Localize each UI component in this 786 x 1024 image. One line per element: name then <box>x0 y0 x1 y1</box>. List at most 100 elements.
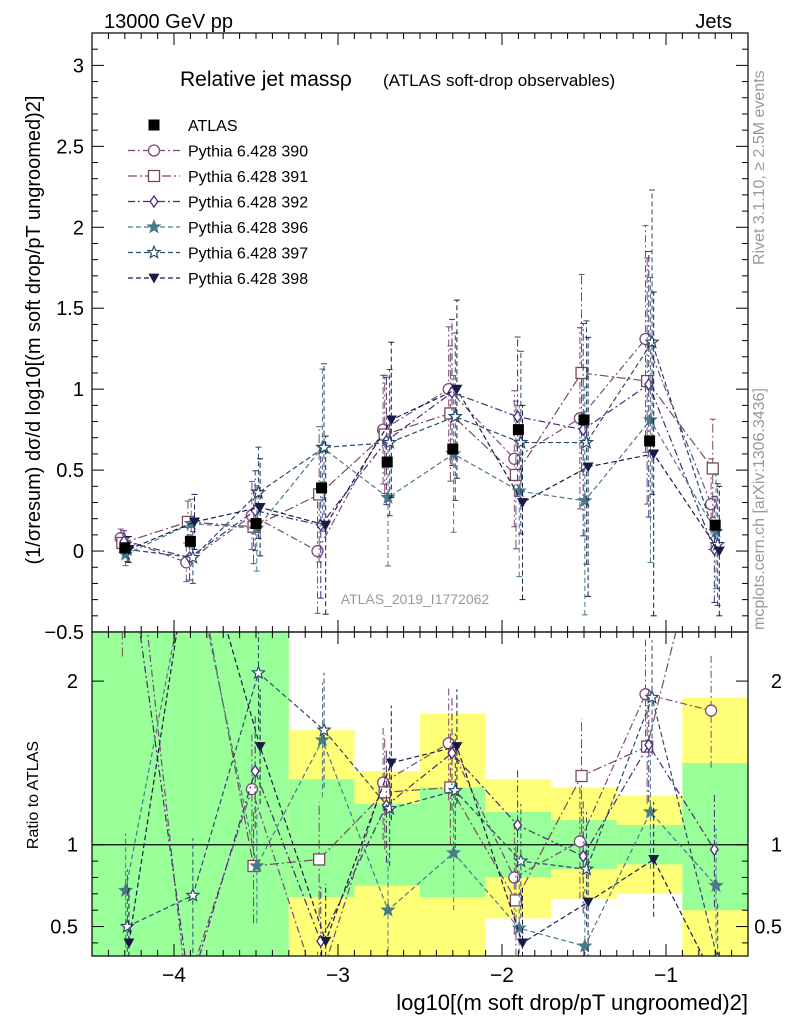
ratio-point-pythia-6-428-392 <box>644 738 654 752</box>
ratio-point-pythia-6-428-396 <box>577 938 593 953</box>
legend-marker <box>146 244 162 259</box>
y-tick-label-main: 1 <box>73 379 84 401</box>
ratio-point-pythia-6-428-391 <box>378 786 391 799</box>
uncertainty-band-green <box>92 632 142 956</box>
ratio-point-pythia-6-428-398 <box>320 936 332 947</box>
data-point-pythia-6-428-390 <box>508 452 521 465</box>
ratio-point-pythia-6-428-396 <box>708 877 724 893</box>
x-axis-label: log10[(m soft drop/pT ungroomed)2] <box>396 990 748 1015</box>
ratio-point-pythia-6-428-397 <box>644 689 660 704</box>
ratio-point-pythia-6-428-392 <box>512 818 523 832</box>
legend-marker <box>147 144 161 157</box>
side-label-rivet: Rivet 3.1.10, ≥ 2.5M events <box>751 70 768 265</box>
series-line-pythia-6-428-391 <box>122 372 714 544</box>
x-tick-label: −2 <box>490 964 514 987</box>
data-point-pythia-6-428-396 <box>642 411 658 427</box>
y-tick-label-ratio: 0.5 <box>50 917 78 939</box>
ratio-point-pythia-6-428-397 <box>578 861 595 876</box>
data-point-pythia-6-428-396 <box>577 492 593 508</box>
series-line-pythia-6-428-398 <box>128 388 720 552</box>
data-point-atlas <box>578 414 590 426</box>
ratio-point-pythia-6-428-390 <box>573 835 587 848</box>
chart-title: Relative jet massρ <box>180 68 352 91</box>
ratio-line-pythia-6-428-390 <box>146 632 712 956</box>
series-line-pythia-6-428-396 <box>125 418 717 555</box>
y-tick-label-main: 0.5 <box>56 460 84 482</box>
uncertainty-band-green <box>420 787 486 898</box>
y-tick-label-ratio-right: 2 <box>771 671 782 693</box>
data-point-pythia-6-428-397 <box>185 549 201 564</box>
data-point-atlas <box>381 456 393 468</box>
ratio-point-pythia-6-428-396 <box>380 902 396 917</box>
ratio-point-pythia-6-428-397 <box>715 951 720 956</box>
uncertainty-band-green <box>288 779 355 898</box>
ratio-line-pythia-6-428-397 <box>127 671 718 956</box>
y-tick-label-main: −0.5 <box>45 622 84 644</box>
legend: ATLAS Pythia 6.428 390 Pythia 6.428 391 Pyt… <box>128 118 308 288</box>
data-point-pythia-6-428-398 <box>582 462 594 473</box>
ratio-point-pythia-6-428-391 <box>117 594 128 605</box>
y-tick-label-main: 2 <box>73 217 84 239</box>
ratio-point-pythia-6-428-392 <box>578 849 588 863</box>
series-line-pythia-6-428-392 <box>123 383 715 559</box>
ratio-point-pythia-6-428-398 <box>582 897 594 908</box>
data-point-atlas <box>447 443 459 455</box>
ratio-panel <box>91 381 749 994</box>
ratio-point-pythia-6-428-391 <box>509 894 523 907</box>
ratio-line-pythia-6-428-398 <box>128 632 704 956</box>
data-point-pythia-6-428-397 <box>513 434 529 450</box>
y-tick-label-ratio: 1 <box>67 835 78 857</box>
ratio-point-pythia-6-428-392 <box>186 983 194 994</box>
data-point-atlas <box>644 435 656 447</box>
ratio-line-pythia-6-428-396 <box>125 632 717 947</box>
legend-marker <box>148 273 160 284</box>
ratio-point-pythia-6-428-390 <box>115 381 126 392</box>
y-axis-label-ratio: Ratio to ATLAS <box>25 741 42 849</box>
y-tick-label-main: 0 <box>73 541 84 563</box>
legend-entry: ATLAS <box>188 118 238 135</box>
data-point-pythia-6-428-398 <box>713 546 725 557</box>
ratio-point-pythia-6-428-391 <box>312 853 326 866</box>
legend-entry: Pythia 6.428 396 <box>188 220 308 237</box>
ratio-point-pythia-6-428-396 <box>118 882 134 898</box>
ratio-point-pythia-6-428-398 <box>517 938 528 949</box>
ratio-point-pythia-6-428-397 <box>382 800 398 816</box>
ratio-point-pythia-6-428-398 <box>648 855 660 865</box>
ratio-point-pythia-6-428-390 <box>704 704 718 717</box>
data-point-pythia-6-428-397 <box>447 408 463 424</box>
ratio-point-pythia-6-428-392 <box>120 512 128 523</box>
axis-labels: −4 −3 −2 −1 −0.5 0 0.5 1 1.5 2 2.5 3 0.5 0.5 1 1 2 2 (1/σr… <box>23 32 782 1015</box>
legend-marker <box>147 169 161 183</box>
ratio-point-pythia-6-428-398 <box>385 758 397 769</box>
ratio-point-pythia-6-428-397 <box>447 782 463 798</box>
ratio-point-pythia-6-428-396 <box>642 804 658 819</box>
data-point-pythia-6-428-391 <box>509 468 523 482</box>
ratio-point-pythia-6-428-397 <box>316 722 332 737</box>
legend-entry: Pythia 6.428 392 <box>188 195 308 212</box>
legend-entry: Pythia 6.428 390 <box>188 144 308 161</box>
ratio-point-pythia-6-428-396 <box>511 920 527 935</box>
ratio-line-pythia-6-428-391 <box>208 632 677 902</box>
side-label-mcplots: mcplots.cern.ch [arXiv:1306.3436] <box>751 388 768 630</box>
data-point-pythia-6-428-397 <box>382 434 398 450</box>
data-point-pythia-6-428-398 <box>648 449 660 460</box>
x-tick-label: −3 <box>326 964 350 987</box>
y-tick-label-ratio: 2 <box>67 671 78 693</box>
data-point-pythia-6-428-391 <box>706 462 719 475</box>
y-tick-label-ratio-right: 0.5 <box>754 917 782 939</box>
legend-marker <box>149 194 159 209</box>
header-left: 13000 GeV pp <box>104 11 233 33</box>
legend-entry: Pythia 6.428 398 <box>188 271 308 288</box>
data-point-pythia-6-428-390 <box>704 497 718 511</box>
legend-marker <box>146 219 162 234</box>
main-panel: Relative jet massρ (ATLAS soft-drop obser… <box>91 32 749 633</box>
ratio-line-pythia-6-428-392 <box>139 632 715 956</box>
ratio-point-pythia-6-428-397 <box>513 853 529 868</box>
data-point-atlas <box>512 424 524 436</box>
data-point-pythia-6-428-397 <box>578 434 595 450</box>
x-tick-label: −4 <box>162 964 186 987</box>
data-point-pythia-6-428-392 <box>578 423 588 437</box>
ratio-point-pythia-6-428-396 <box>314 732 330 747</box>
data-point-pythia-6-428-390 <box>311 544 324 558</box>
header-right: Jets <box>695 11 732 33</box>
